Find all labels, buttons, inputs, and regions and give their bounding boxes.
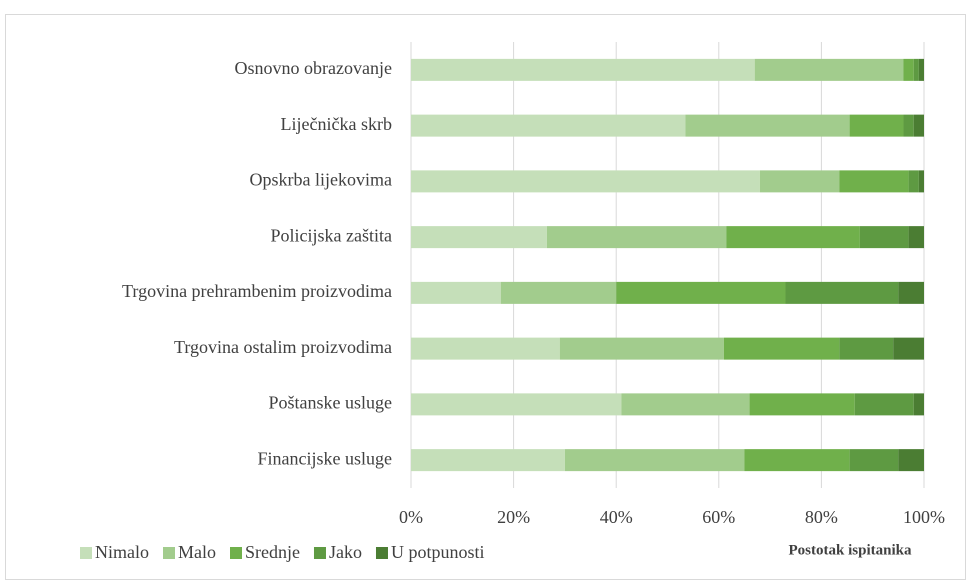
bar-segment <box>903 114 914 137</box>
legend-swatch <box>80 547 92 559</box>
bar-segment <box>849 114 904 137</box>
bar-segment <box>500 281 617 304</box>
bar-segment <box>913 393 924 416</box>
legend-swatch <box>230 547 242 559</box>
legend-label: Malo <box>178 542 216 562</box>
bar-segment <box>411 114 686 137</box>
bar-segment <box>559 337 724 360</box>
legend-label: Jako <box>329 542 362 562</box>
bar-segment <box>564 449 745 472</box>
bar-segment <box>726 226 860 249</box>
bar-segment <box>754 58 904 81</box>
legend-swatch <box>163 547 175 559</box>
bar-segment <box>839 170 909 193</box>
bar-segment <box>854 393 914 416</box>
bar-segment <box>411 449 565 472</box>
y-tick-label: Trgovina prehrambenim proizvodima <box>122 281 392 301</box>
x-tick-label: 100% <box>903 507 945 527</box>
bar-segment <box>913 58 919 81</box>
legend-label: Srednje <box>245 542 300 562</box>
bar-segment <box>918 170 924 193</box>
x-tick-label: 60% <box>702 507 735 527</box>
bar-segment <box>898 281 924 304</box>
legend-label: U potpunosti <box>391 542 485 562</box>
bar-segment <box>785 281 899 304</box>
y-tick-label: Poštanske usluge <box>269 393 393 413</box>
legend-swatch <box>375 547 388 559</box>
bar-segment <box>859 226 909 249</box>
y-tick-label: Liječnička skrb <box>281 114 392 134</box>
x-tick-label: 40% <box>600 507 633 527</box>
y-tick-label: Policijska zaštita <box>271 225 392 245</box>
bar-segment <box>908 170 919 193</box>
legend-swatch <box>313 547 326 559</box>
bar-segment <box>616 281 786 304</box>
bar-segment <box>903 58 914 81</box>
x-axis-title: Postotak ispitanika <box>789 542 912 558</box>
x-tick-label: 20% <box>497 507 530 527</box>
bar-segment <box>621 393 750 416</box>
bar-segment <box>839 337 894 360</box>
bar-segment <box>744 449 850 472</box>
bar-segment <box>411 393 622 416</box>
y-tick-label: Financijske usluge <box>258 448 392 468</box>
x-tick-label: 0% <box>399 507 423 527</box>
legend-label: Nimalo <box>95 542 149 562</box>
bar-segment <box>411 281 501 304</box>
bar-segment <box>411 226 547 249</box>
bar-segment <box>546 226 727 249</box>
y-tick-label: Opskrba lijekovima <box>250 170 392 190</box>
bar-segment <box>759 170 840 193</box>
bar-segment <box>918 58 924 81</box>
bar-segment <box>411 58 755 81</box>
bar-segment <box>749 393 855 416</box>
y-tick-label: Osnovno obrazovanje <box>235 58 392 78</box>
bar-segment <box>411 170 760 193</box>
bar-segment <box>913 114 924 137</box>
x-tick-label: 80% <box>805 507 838 527</box>
bar-segment <box>685 114 850 137</box>
bar-segment <box>908 226 924 249</box>
bar-segment <box>411 337 560 360</box>
bar-segment <box>893 337 924 360</box>
bar-segment <box>723 337 840 360</box>
bar-segment <box>849 449 899 472</box>
y-tick-label: Trgovina ostalim proizvodima <box>174 337 392 357</box>
bar-segment <box>898 449 924 472</box>
